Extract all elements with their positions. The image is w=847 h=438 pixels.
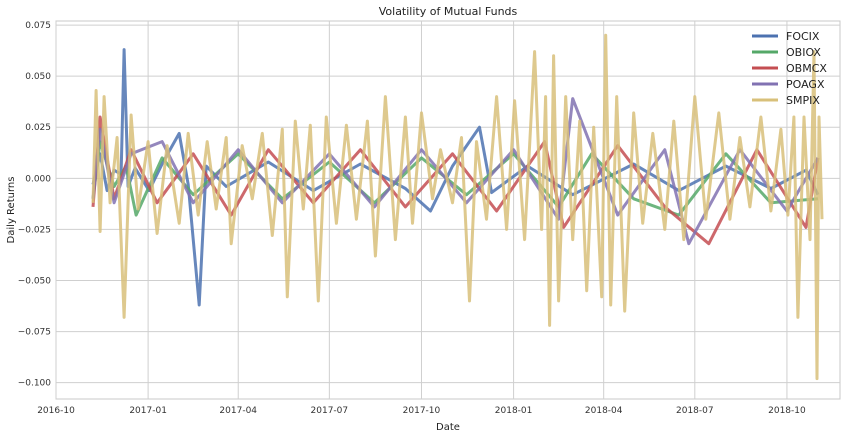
plot-area	[55, 20, 841, 400]
legend: FOCIX OBIOX OBMCX POAGX SMPIX	[752, 30, 827, 107]
x-tick-label: 2016-10	[37, 406, 75, 416]
legend-label: OBMCX	[786, 62, 827, 75]
y-tick-label: 0.000	[25, 174, 51, 184]
y-tick-label: −0.025	[18, 225, 51, 235]
x-tick-label: 2018-10	[768, 406, 806, 416]
x-tick-label: 2018-01	[495, 406, 533, 416]
x-tick-label: 2018-04	[585, 406, 623, 416]
x-tick-label: 2017-04	[219, 406, 257, 416]
x-tick-label: 2017-10	[403, 406, 441, 416]
x-tick-label: 2017-01	[129, 406, 167, 416]
series-line-smpix	[91, 33, 824, 381]
legend-label: POAGX	[786, 78, 825, 91]
legend-label: SMPIX	[786, 94, 820, 107]
legend-label: OBIOX	[786, 46, 821, 59]
legend-label: FOCIX	[786, 30, 820, 43]
x-tick-label: 2018-07	[676, 406, 714, 416]
x-tick-label: 2017-07	[311, 406, 349, 416]
y-tick-label: 0.025	[25, 123, 51, 133]
y-tick-label: −0.050	[18, 276, 52, 286]
x-tick-labels: 2016-10 2017-01 2017-04 2017-07 2017-10 2018-…	[37, 406, 806, 416]
y-tick-label: 0.075	[25, 21, 51, 31]
series-lines	[91, 33, 824, 381]
y-axis-label: Daily Returns	[6, 177, 17, 244]
y-tick-label: 0.050	[25, 72, 51, 82]
y-tick-label: −0.100	[18, 379, 52, 389]
chart-title: Volatility of Mutual Funds	[379, 5, 518, 18]
y-tick-labels: 0.075 0.050 0.025 0.000 −0.025 −0.050 −0.075 −0…	[18, 21, 52, 389]
y-tick-label: −0.075	[18, 328, 51, 338]
x-axis-label: Date	[436, 422, 460, 433]
